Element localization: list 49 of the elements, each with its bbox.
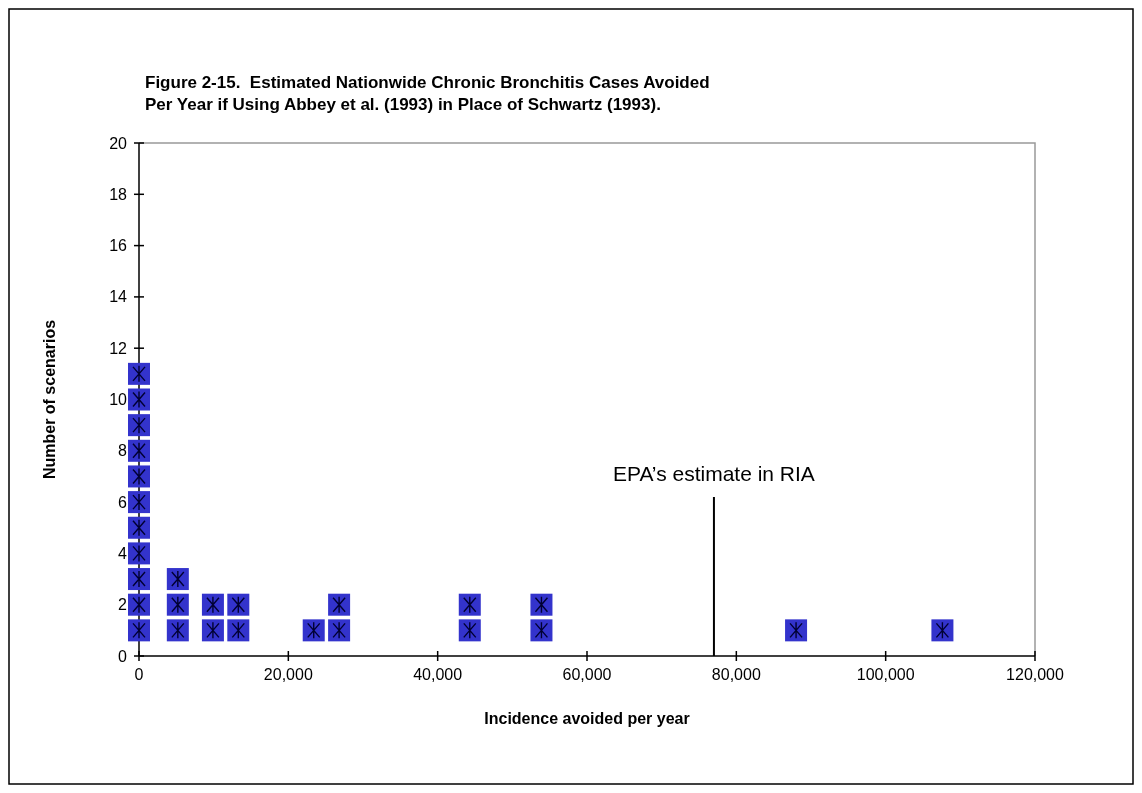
point <box>227 593 250 616</box>
y-tick-label: 4 <box>118 544 128 562</box>
point <box>128 619 150 642</box>
point <box>328 619 351 642</box>
point <box>128 542 150 565</box>
x-tick-label: 20,000 <box>263 666 313 683</box>
point <box>458 593 481 616</box>
chart-title: Figure 2-15. Estimated Nationwide Chronic Bronchitis Cases Avoided Per Year if Using Abbey et al. (1993) in Place of Schwartz (1993). <box>145 73 710 114</box>
y-tick-label: 10 <box>109 391 128 408</box>
x-tick-label: 100,000 <box>856 666 915 683</box>
point <box>128 491 150 514</box>
point <box>128 465 150 488</box>
point <box>227 619 250 642</box>
point <box>458 619 481 642</box>
point <box>530 593 553 616</box>
y-tick-label: 20 <box>109 134 128 152</box>
point <box>128 362 150 385</box>
point <box>166 619 189 642</box>
x-tick-label: 80,000 <box>711 666 761 683</box>
y-axis-title: Number of scenarios <box>41 319 58 480</box>
y-tick-label: 8 <box>118 442 128 460</box>
y-tick-label: 0 <box>118 647 128 665</box>
y-tick-label: 14 <box>109 288 128 306</box>
x-axis-title: Incidence avoided per year <box>484 710 690 727</box>
y-tick-label: 2 <box>118 596 128 614</box>
point <box>201 619 224 642</box>
point <box>128 593 150 616</box>
ref-line-label: EPA’s estimate in RIA <box>612 461 815 485</box>
point <box>530 619 553 642</box>
point <box>166 568 189 591</box>
y-tick-label: 16 <box>109 237 128 255</box>
point <box>128 439 150 462</box>
point <box>302 619 325 642</box>
x-tick-label: 40,000 <box>413 666 463 683</box>
x-tick-label: 60,000 <box>562 666 612 683</box>
point <box>128 388 150 411</box>
y-tick-label: 18 <box>109 185 128 203</box>
x-tick-label: 120,000 <box>1006 666 1065 683</box>
point <box>931 619 954 642</box>
y-tick-label: 6 <box>118 493 128 511</box>
point <box>166 593 189 616</box>
point <box>128 568 150 591</box>
point <box>328 593 351 616</box>
point <box>785 619 808 642</box>
point <box>128 516 150 539</box>
point <box>128 414 150 437</box>
point <box>201 593 224 616</box>
y-tick-label: 12 <box>109 339 128 357</box>
x-tick-label: 0 <box>134 666 144 683</box>
